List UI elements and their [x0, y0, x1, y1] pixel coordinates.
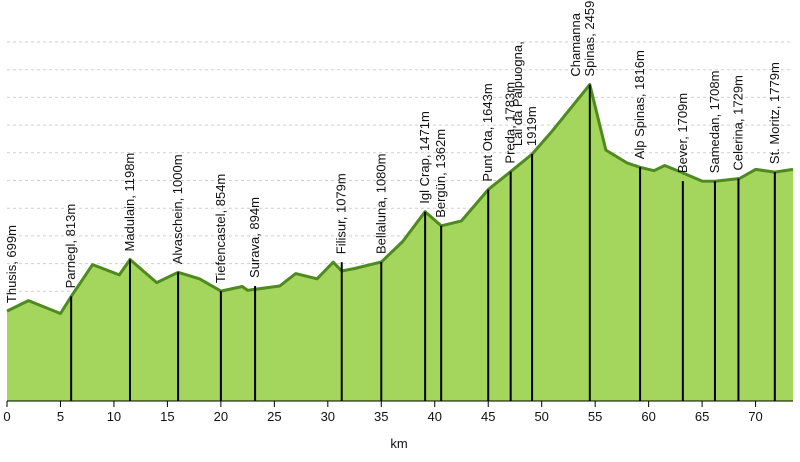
- x-tick-label: 45: [481, 409, 495, 424]
- place-label: Parnegl, 813m: [63, 204, 78, 289]
- place-label-line: Madulain, 1198m: [122, 153, 137, 252]
- place-label-line: Alvaschein, 1000m: [170, 154, 185, 264]
- place-label-line: Parnegl, 813m: [63, 204, 78, 289]
- place-label: Bellaluna, 1080m: [373, 154, 388, 254]
- x-axis: 0 5 10 15 20 25 30 35 40 45 50 55 60 65 70: [3, 400, 793, 424]
- place-label: Celerina, 1729m: [731, 75, 746, 170]
- place-label: Lai da Palpuogna,1919m: [510, 41, 539, 146]
- place-label-line: Samedan, 1708m: [707, 71, 722, 174]
- place-label: Alp Spinas, 1816m: [632, 50, 647, 159]
- place-label-line: Filisur, 1079m: [334, 173, 349, 254]
- place-label: Igl Crap, 1471m: [417, 111, 432, 204]
- x-tick-label: 30: [321, 409, 335, 424]
- elevation-line: [6, 83, 794, 315]
- place-label-line: Celerina, 1729m: [731, 75, 746, 170]
- place-label: Punt Ota, 1643m: [480, 83, 495, 181]
- x-tick-label: 65: [695, 409, 709, 424]
- x-tick-label: 50: [534, 409, 548, 424]
- place-label: Bergün, 1362m: [433, 129, 448, 218]
- place-label-line: Bergün, 1362m: [433, 129, 448, 218]
- x-tick-label: 40: [428, 409, 442, 424]
- place-label-line: Igl Crap, 1471m: [417, 111, 432, 204]
- place-label-line: Punt Ota, 1643m: [480, 83, 495, 181]
- place-label-line: Spinas, 2459m: [582, 0, 597, 77]
- place-label: Samedan, 1708m: [707, 71, 722, 174]
- x-tick-label: 10: [107, 409, 121, 424]
- x-tick-label: 15: [160, 409, 174, 424]
- place-label-line: Bever, 1709m: [675, 93, 690, 173]
- place-label: Madulain, 1198m: [122, 153, 137, 252]
- place-label: Tiefencastel, 854m: [213, 174, 228, 283]
- place-label-line: St. Moritz, 1779m: [767, 62, 782, 164]
- place-label: Filisur, 1079m: [334, 173, 349, 254]
- x-tick-label: 35: [374, 409, 388, 424]
- place-label-line: Lai da Palpuogna,: [510, 41, 525, 146]
- place-label-line: Tiefencastel, 854m: [213, 174, 228, 283]
- x-tick-label: 5: [57, 409, 64, 424]
- place-markers: [70, 84, 776, 401]
- elevation-area: [6, 83, 794, 401]
- place-label: Alvaschein, 1000m: [170, 154, 185, 264]
- place-label-line: Surava, 894m: [247, 197, 262, 278]
- place-label: St. Moritz, 1779m: [767, 62, 782, 164]
- place-label-line: Bellaluna, 1080m: [373, 154, 388, 254]
- place-label: Thusis, 699m: [4, 225, 19, 303]
- place-label: Surava, 894m: [247, 197, 262, 278]
- x-tick-label: 0: [3, 409, 10, 424]
- x-axis-title: km: [390, 436, 407, 451]
- place-labels: Thusis, 699m Parnegl, 813m Madulain, 1198m…: [4, 0, 782, 303]
- x-tick-label: 55: [588, 409, 602, 424]
- place-label-line: Chamanna: [568, 12, 583, 76]
- place-label: Preda, 1783m: [503, 82, 518, 164]
- place-label-line: 1919m: [524, 106, 539, 146]
- place-label: ChamannaSpinas, 2459m: [568, 0, 597, 77]
- elevation-fill: [7, 84, 793, 401]
- place-label: Bever, 1709m: [675, 93, 690, 173]
- x-tick-label: 20: [214, 409, 228, 424]
- x-tick-label: 70: [748, 409, 762, 424]
- x-tick-label: 60: [641, 409, 655, 424]
- x-tick-label: 25: [267, 409, 281, 424]
- place-label-line: Preda, 1783m: [503, 82, 518, 164]
- place-label-line: Thusis, 699m: [4, 225, 19, 303]
- place-label-line: Alp Spinas, 1816m: [632, 50, 647, 159]
